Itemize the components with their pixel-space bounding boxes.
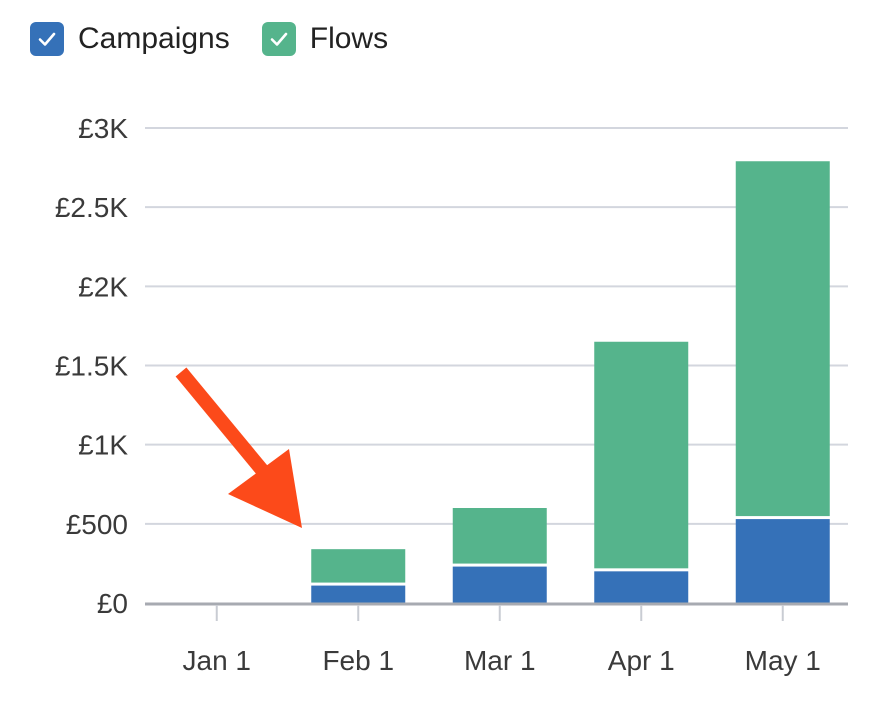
legend-item-flows[interactable]: Flows [261,22,389,56]
bar-campaigns-feb-1 [311,585,406,603]
y-tick-label: £3K [78,113,128,144]
chart-legend: Campaigns Flows [30,22,420,56]
x-axis: Jan 1 Feb 1 Mar 1 Apr 1 May 1 [145,602,848,676]
x-tick-label: May 1 [745,645,821,676]
arrow-icon [228,449,302,528]
annotation [175,367,302,528]
y-tick-label: £2K [78,271,128,302]
legend-item-campaigns[interactable]: Campaigns [30,22,230,56]
x-tick-label: Jan 1 [183,645,252,676]
check-icon[interactable] [261,22,296,56]
y-tick-label: £2.5K [55,192,128,223]
bars [311,161,830,603]
x-tick-label: Feb 1 [322,645,394,676]
bar-flows-may-1 [735,161,830,517]
arrow-shaft [175,367,268,475]
y-tick-label: £0 [97,588,128,619]
bar-flows-feb-1 [311,549,406,583]
check-icon[interactable] [30,22,64,56]
bar-campaigns-apr-1 [594,571,689,603]
bar-campaigns-mar-1 [452,566,547,603]
y-tick-label: £500 [66,509,128,540]
y-tick-label: £1K [78,430,128,461]
legend-label-flows: Flows [309,22,389,55]
bar-flows-mar-1 [452,508,547,564]
legend-label-campaigns: Campaigns [78,22,230,55]
bar-flows-apr-1 [594,341,689,569]
y-tick-label: £1.5K [55,351,128,382]
x-tick-label: Mar 1 [464,645,536,676]
x-tick-label: Apr 1 [608,645,675,676]
y-axis-ticks: £0 £500 £1K £1.5K £2K £2.5K £3K [55,113,128,619]
bar-campaigns-may-1 [735,519,830,603]
